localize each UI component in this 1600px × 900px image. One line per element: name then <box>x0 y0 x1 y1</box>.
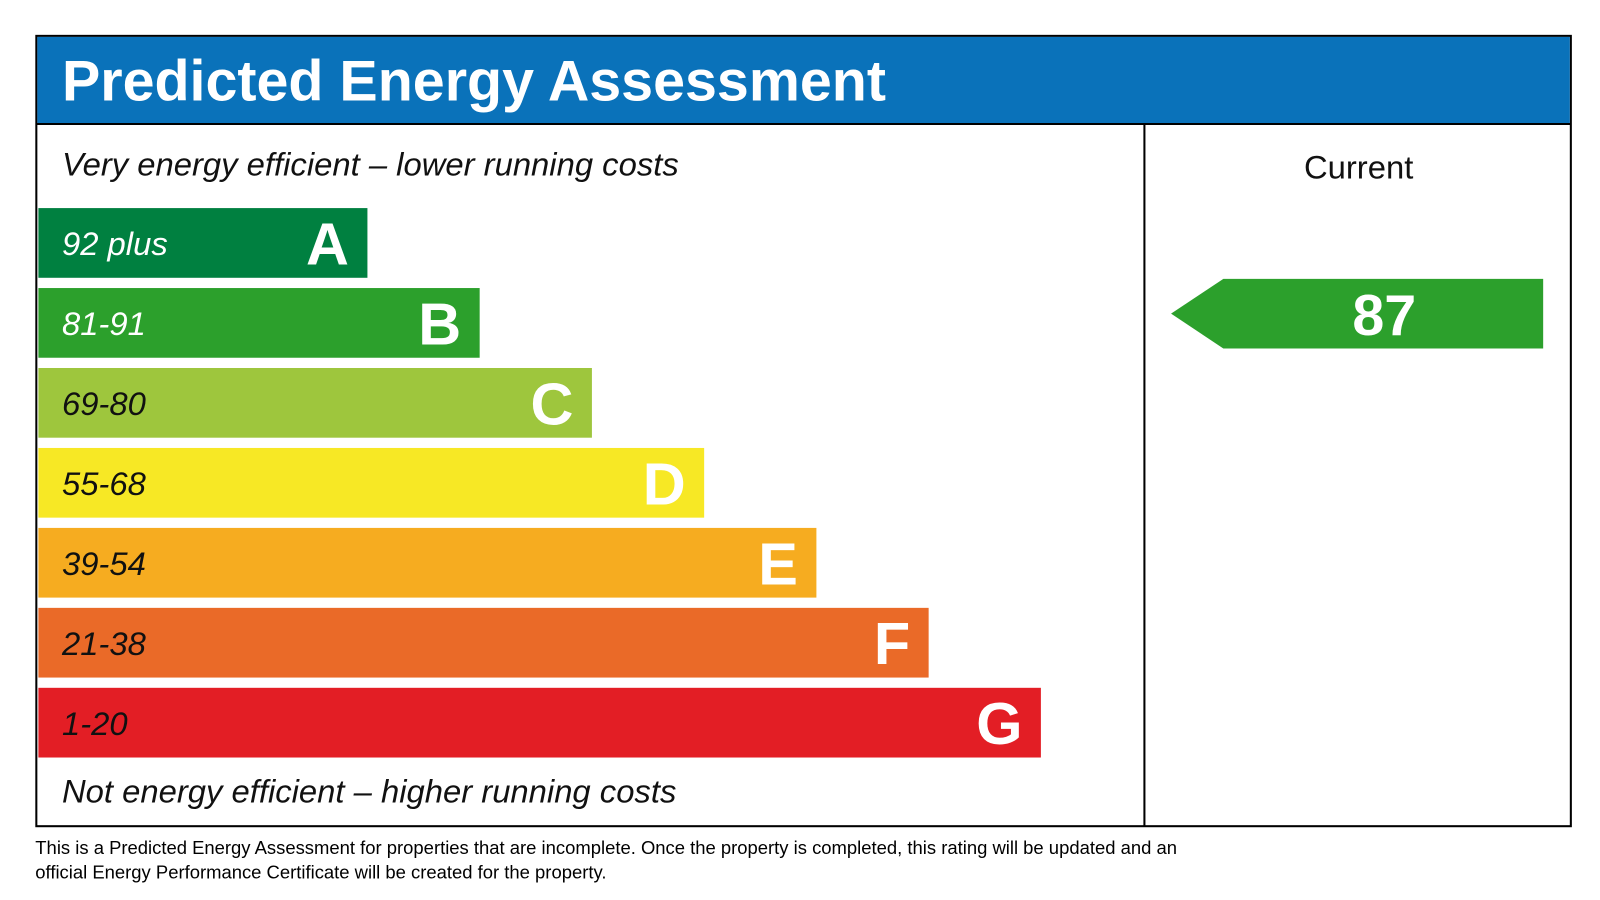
footnote-line: official Energy Performance Certificate … <box>35 861 606 882</box>
band-letter: G <box>976 690 1022 757</box>
band-letter: B <box>418 290 461 357</box>
band-letter: C <box>531 370 574 437</box>
band-bar <box>38 288 480 358</box>
band-range: 55-68 <box>62 465 147 502</box>
band-range: 1-20 <box>62 705 128 742</box>
title: Predicted Energy Assessment <box>62 49 886 113</box>
band-range: 69-80 <box>62 385 146 422</box>
current-label: Current <box>1304 148 1413 185</box>
band-bar <box>38 367 592 438</box>
band-bar <box>38 447 705 518</box>
band-bar <box>38 527 817 598</box>
band-range: 21-38 <box>61 625 147 662</box>
bottom-note: Not energy efficient – higher running co… <box>62 773 676 810</box>
band-bar <box>38 208 368 278</box>
band-bar <box>38 687 1041 758</box>
band-range: 92 plus <box>62 225 168 262</box>
top-note: Very energy efficient – lower running co… <box>62 145 679 182</box>
band-bar <box>38 607 929 678</box>
band-letter: E <box>758 530 798 597</box>
footnote-line: This is a Predicted Energy Assessment fo… <box>35 837 1177 858</box>
band-range: 81-91 <box>62 305 146 342</box>
header-bar <box>37 36 1570 125</box>
current-rating-value: 87 <box>1352 284 1416 348</box>
current-rating-arrow <box>1171 278 1544 349</box>
band-letter: A <box>306 210 349 277</box>
band-letter: D <box>643 450 686 517</box>
band-range: 39-54 <box>62 545 146 582</box>
band-letter: F <box>874 610 910 677</box>
